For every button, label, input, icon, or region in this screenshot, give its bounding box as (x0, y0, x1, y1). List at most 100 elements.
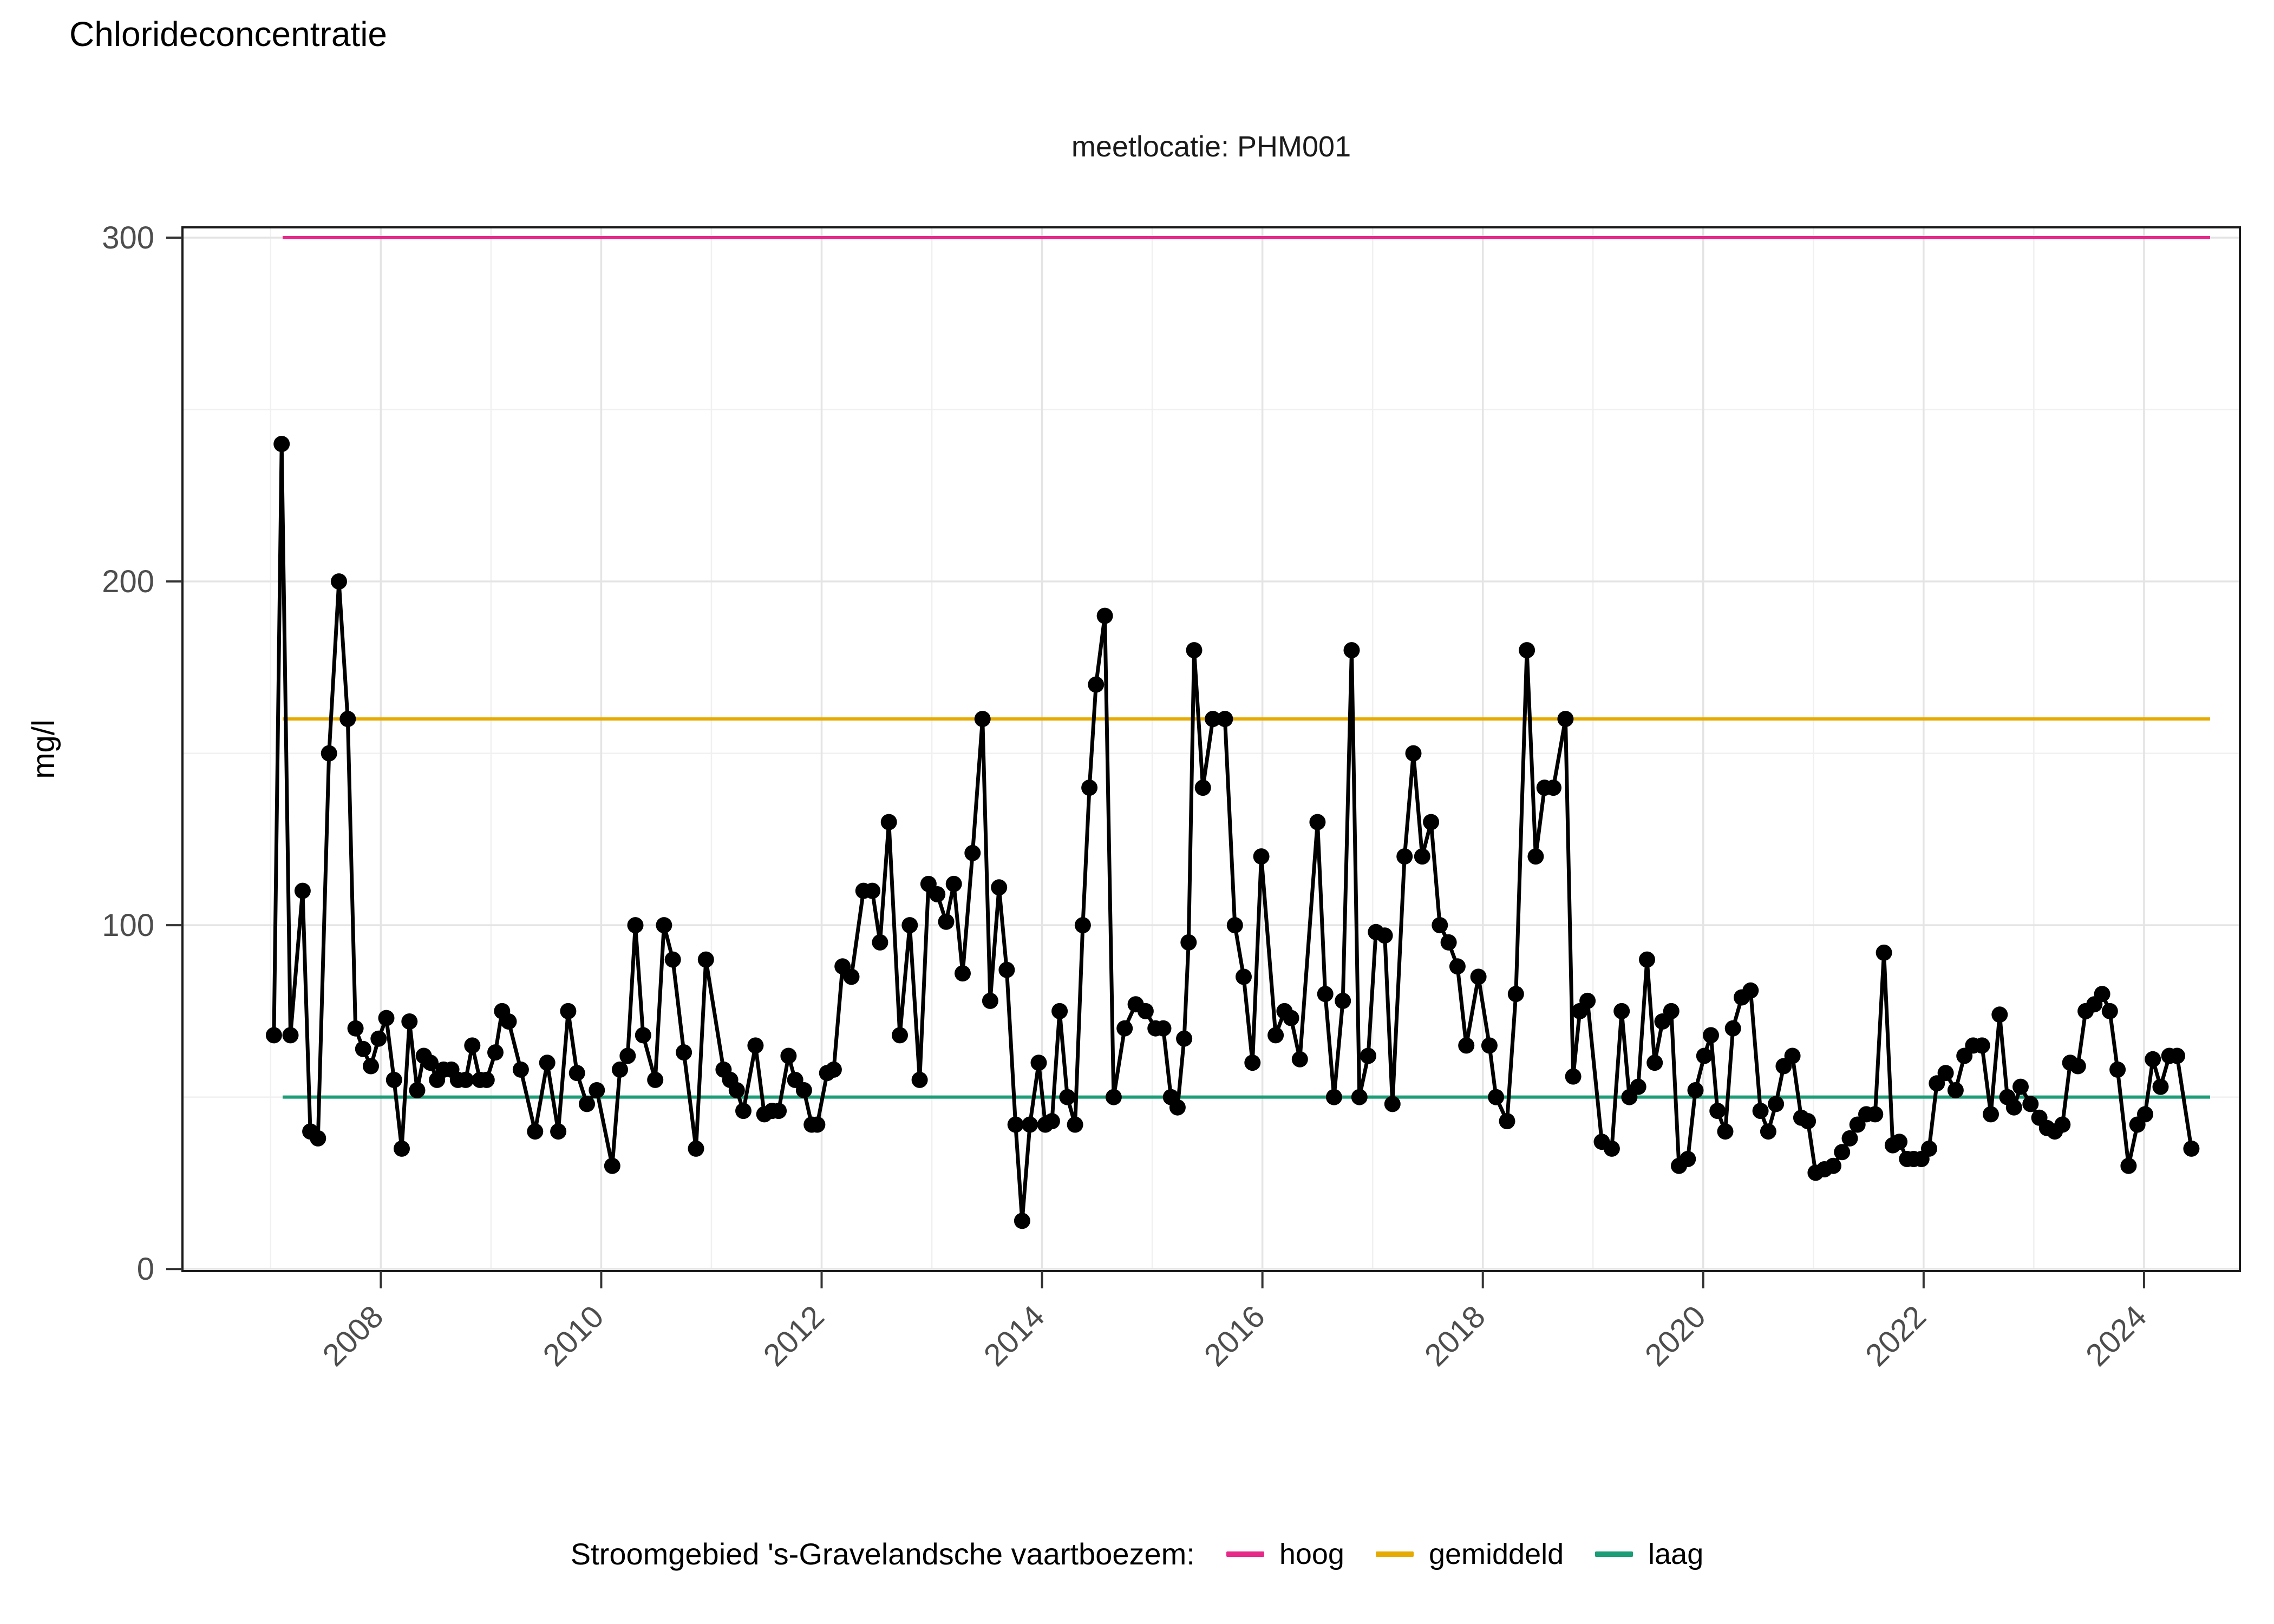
data-point (955, 965, 971, 982)
data-point (1030, 1055, 1047, 1071)
data-point (1680, 1151, 1696, 1167)
data-point (500, 1013, 517, 1030)
data-point (1800, 1113, 1816, 1130)
data-point (2005, 1099, 2022, 1116)
data-point (1499, 1113, 1515, 1130)
data-point (539, 1055, 556, 1071)
data-point (604, 1157, 620, 1174)
data-point (770, 1103, 787, 1119)
data-point (1396, 848, 1413, 865)
data-point (1325, 1089, 1342, 1105)
data-point (1116, 1020, 1133, 1037)
data-point (1081, 780, 1098, 796)
data-point (370, 1030, 387, 1047)
data-point (697, 951, 714, 968)
legend-item-label: laag (1648, 1537, 1704, 1570)
legend-item-label: gemiddeld (1428, 1537, 1564, 1570)
data-point (1137, 1003, 1154, 1019)
data-point (1384, 1096, 1401, 1112)
data-point (872, 934, 888, 951)
data-point (464, 1037, 481, 1054)
data-point (1527, 848, 1544, 865)
data-point (1360, 1047, 1376, 1064)
data-point (1180, 934, 1197, 951)
legend-key-line-hoog (1226, 1551, 1264, 1557)
data-point (1630, 1078, 1646, 1095)
data-point (612, 1061, 628, 1078)
data-point (1376, 927, 1393, 944)
data-point (487, 1044, 504, 1061)
data-point (1937, 1065, 1954, 1082)
data-point (901, 917, 918, 934)
data-point (2054, 1116, 2071, 1133)
data-point (1613, 1003, 1630, 1019)
data-point (2183, 1140, 2200, 1157)
legend-item-gemiddeld: gemiddeld (1375, 1537, 1564, 1571)
y-tick-label: 300 (102, 220, 154, 256)
data-point (1876, 944, 1892, 961)
data-point (1565, 1068, 1582, 1085)
data-point (974, 711, 991, 728)
data-point (2120, 1157, 2137, 1174)
data-point (735, 1103, 752, 1119)
data-point (1155, 1020, 1172, 1037)
x-tick-label: 2022 (1859, 1299, 1933, 1373)
legend-title: Stroomgebied 's-Gravelandsche vaartboeze… (570, 1537, 1195, 1571)
data-point (1519, 642, 1535, 659)
data-point (929, 886, 946, 902)
panel-border (181, 226, 2241, 1272)
legend-item-label: hoog (1279, 1537, 1344, 1570)
data-point (265, 1027, 282, 1044)
data-point (512, 1061, 529, 1078)
data-point (619, 1047, 636, 1064)
data-point (1507, 986, 1524, 1003)
data-point (647, 1071, 664, 1088)
data-point (1105, 1089, 1122, 1105)
data-point (1244, 1055, 1261, 1071)
data-point (1991, 1006, 2008, 1023)
data-point (1405, 745, 1422, 762)
data-point (1205, 711, 1221, 728)
data-point (1768, 1096, 1785, 1112)
data-point (527, 1123, 544, 1140)
data-point (945, 875, 962, 892)
data-point (1059, 1089, 1076, 1105)
data-point (394, 1140, 410, 1157)
data-point (282, 1027, 299, 1044)
data-point (1458, 1037, 1475, 1054)
data-point (780, 1047, 797, 1064)
data-point (1470, 968, 1487, 985)
data-point (339, 711, 356, 728)
y-axis-title: mg/l (26, 719, 61, 779)
data-point (1717, 1123, 1734, 1140)
data-point (880, 814, 897, 830)
x-tick-label: 2012 (756, 1299, 831, 1373)
data-point (294, 882, 311, 899)
data-point (1051, 1003, 1068, 1019)
x-tick-label: 2008 (316, 1299, 390, 1373)
data-point (1067, 1116, 1083, 1133)
data-point (1974, 1037, 1990, 1054)
data-point (1488, 1089, 1505, 1105)
data-point (1169, 1099, 1186, 1116)
data-point (1687, 1082, 1704, 1098)
data-point (1267, 1027, 1284, 1044)
x-tick-label: 2014 (977, 1299, 1051, 1373)
data-point (1440, 934, 1457, 951)
data-point (1414, 848, 1430, 865)
data-point (795, 1082, 812, 1098)
data-point (1891, 1134, 1908, 1150)
data-point (1217, 711, 1233, 728)
data-point (825, 1061, 842, 1078)
data-point (627, 917, 644, 934)
data-point (273, 436, 290, 453)
x-tick-label: 2018 (1418, 1299, 1492, 1373)
data-point (1724, 1020, 1741, 1037)
data-point (1343, 642, 1360, 659)
legend: Stroomgebied 's-Gravelandsche vaartboeze… (0, 1536, 2274, 1571)
data-point (1709, 1103, 1726, 1119)
data-point (347, 1020, 364, 1037)
x-tick-label: 2020 (1638, 1299, 1713, 1373)
data-point (401, 1013, 418, 1030)
